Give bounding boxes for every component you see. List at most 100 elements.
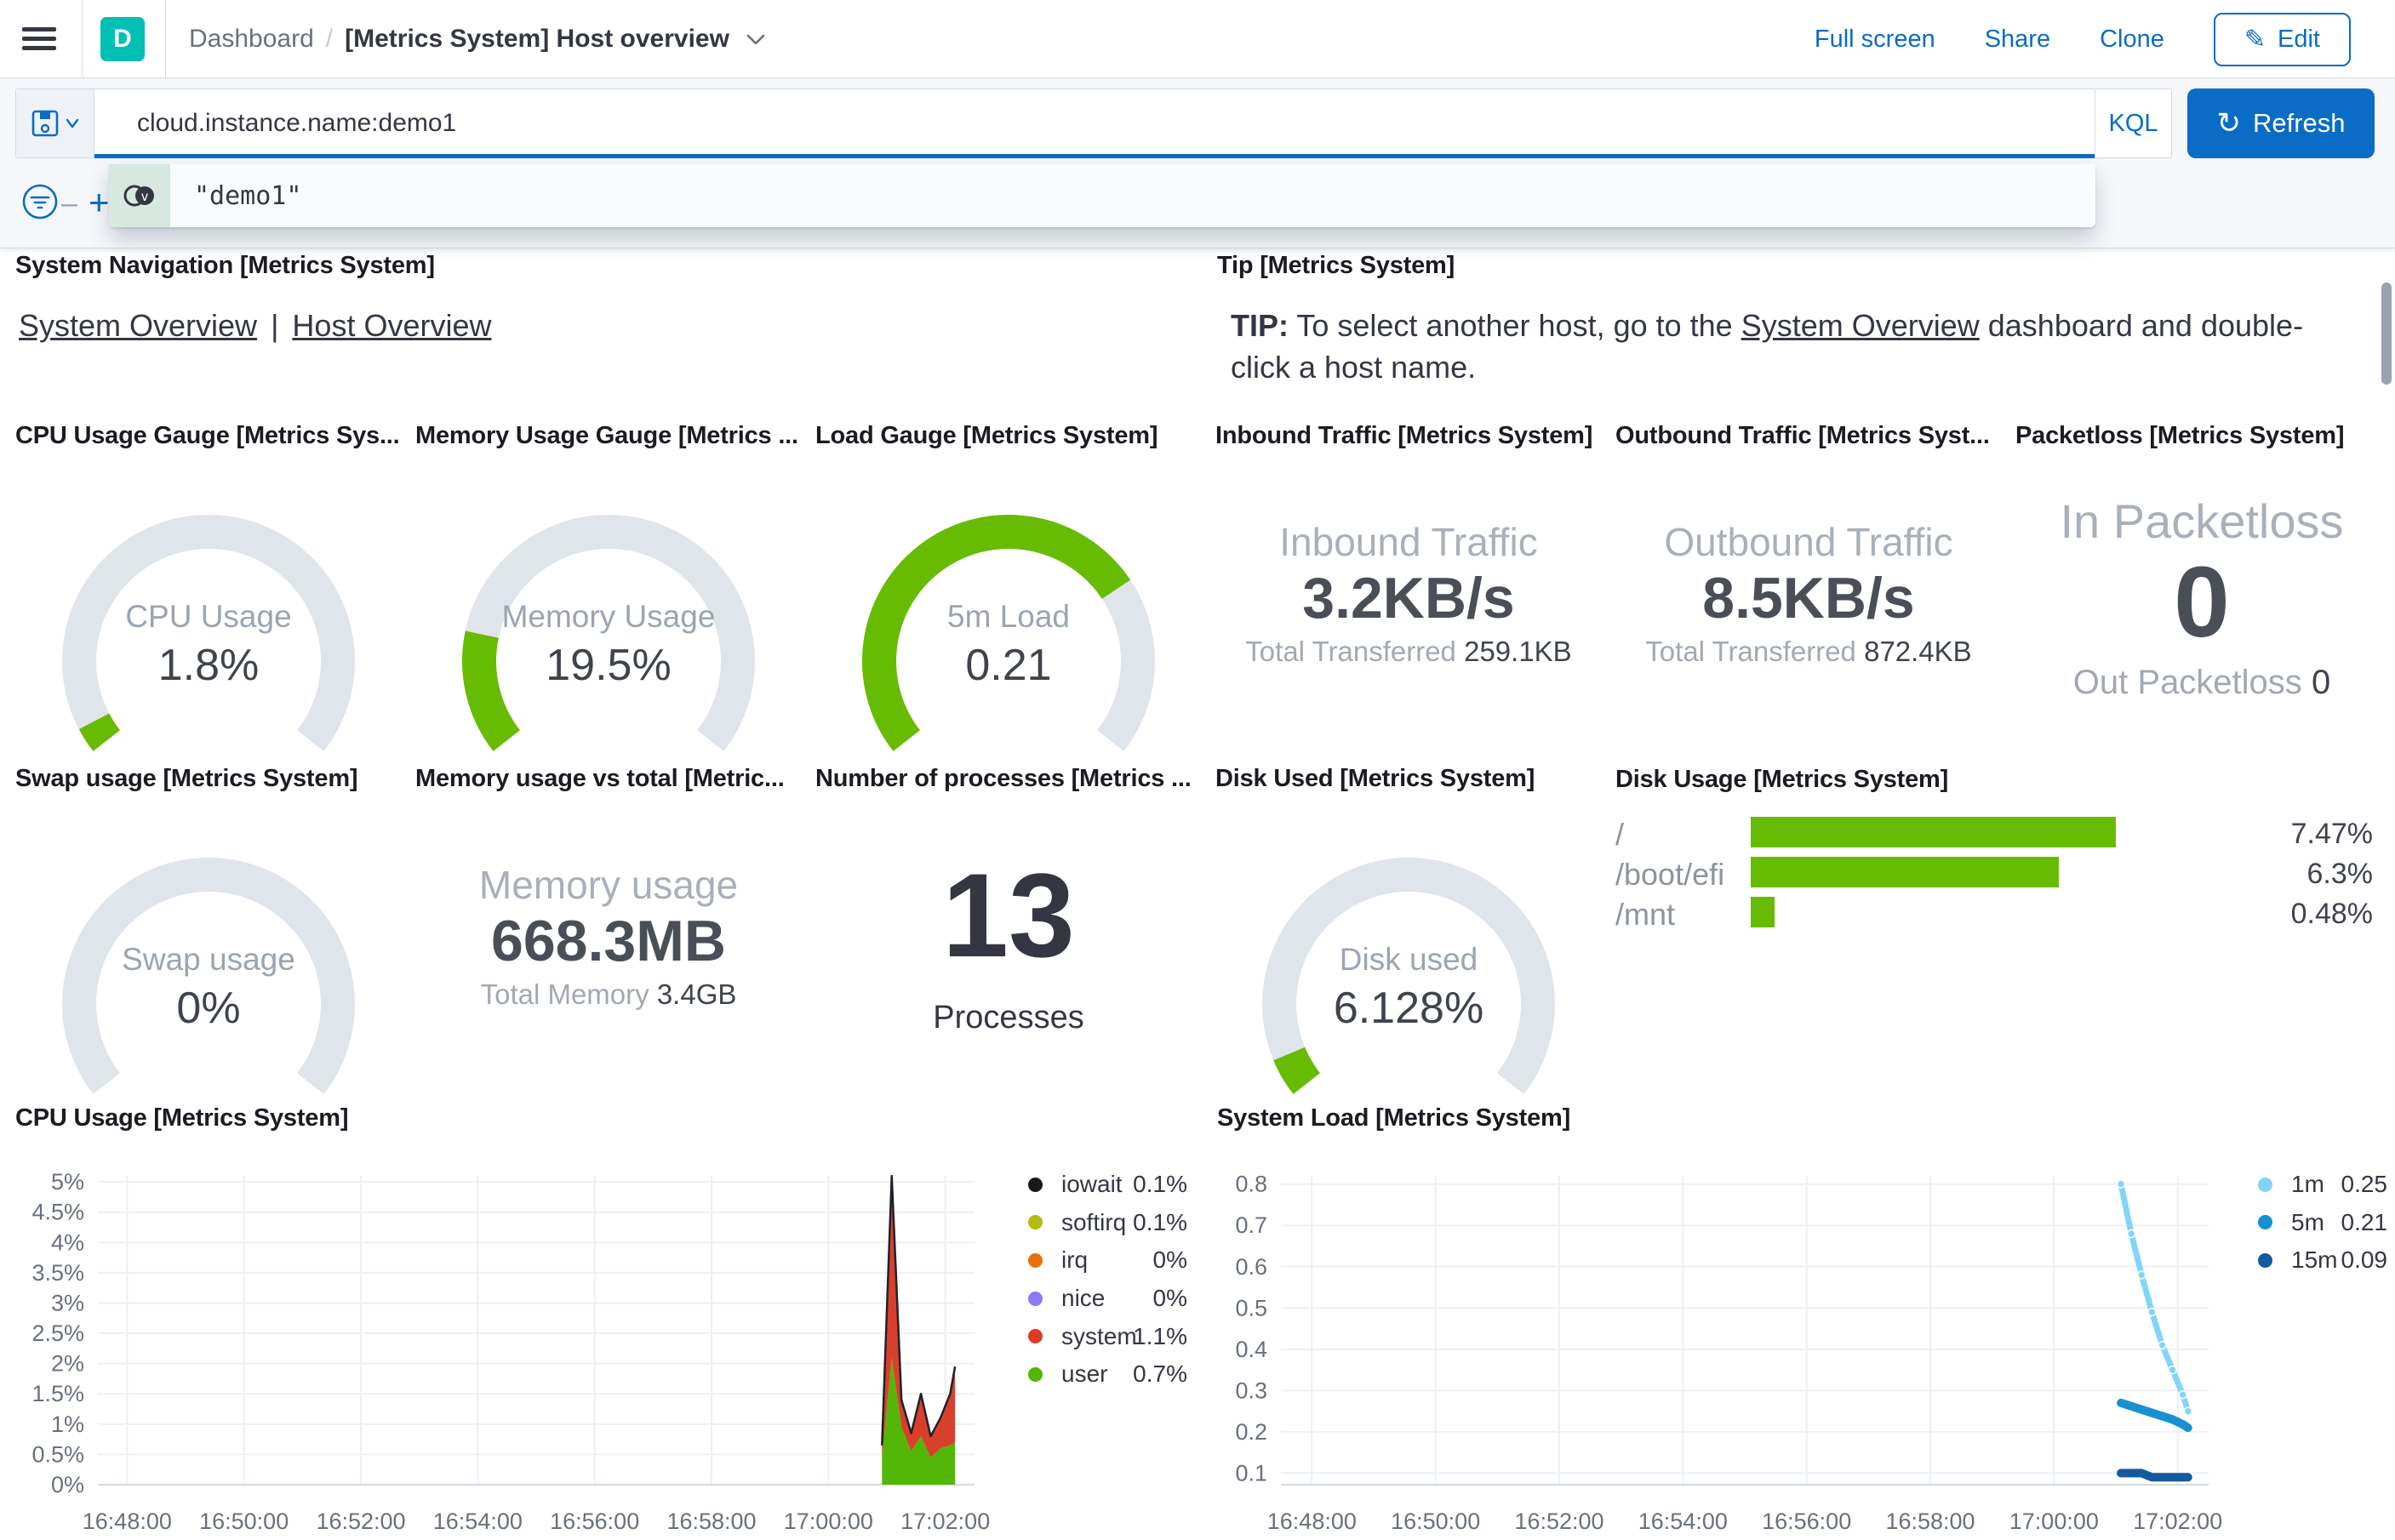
y-tick-label: 3% [51,1290,84,1315]
panel-inbound-traffic: Inbound Traffic [Metrics System] Inbound… [1209,419,1609,742]
disk-mount-label: /boot/efi [1615,857,1725,892]
legend-label: iowait [1061,1171,1123,1198]
gauge-track-arc [62,515,355,751]
gauge-value-arc [78,713,121,751]
x-tick-label: 16:54:00 [1638,1509,1728,1534]
query-focus-underline [94,154,2095,158]
legend-value: 0% [1152,1285,1187,1312]
gauge-value: 6.128% [1333,984,1484,1033]
x-tick-label: 16:58:00 [666,1509,756,1534]
add-filter-button[interactable]: + [89,182,110,222]
legend-dot [1028,1329,1043,1344]
gauge-label: 5m Load [947,599,1070,634]
legend-value: 0.1% [1133,1208,1187,1235]
x-tick-label: 16:54:00 [433,1509,523,1534]
gauge-value-arc [1273,1047,1321,1094]
metric-value: 0 [2174,546,2230,659]
y-tick-label: 0% [51,1472,84,1497]
disk-usage-bar [1751,817,2116,847]
legend-item-nice[interactable]: nice 0% [1021,1280,1187,1318]
legend-value: 1.1% [1133,1322,1187,1349]
x-tick-label: 16:52:00 [316,1509,405,1534]
gauge-value: 0% [176,984,241,1033]
chevron-down-icon [66,118,78,128]
gauge-label: CPU Usage [125,599,292,634]
system-load-chart: 16:48:00 16:50:00 16:52:00 16:54:00 16:56:00… [1235,1172,2222,1534]
legend-item-15m[interactable]: 15m 0.09 [2251,1241,2387,1280]
host-overview-link[interactable]: Host Overview [292,308,492,343]
panel-title-tip: Tip [Metrics System] [1217,252,1455,279]
tip-system-overview-link[interactable]: System Overview [1741,308,1980,343]
y-tick-label: 0.5 [1235,1295,1267,1320]
legend-item-irq[interactable]: irq 0% [1021,1241,1187,1280]
disk-usage-value: 7.47% [2290,818,2373,850]
scrollbar-thumb[interactable] [2381,282,2392,385]
query-suggestion-item[interactable]: v "demo1" [109,164,2095,227]
panel-cpu-usage-gauge: CPU Usage Gauge [Metrics Sys... CPU Usag… [9,419,409,767]
full-screen-button[interactable]: Full screen [1814,25,1935,53]
legend-item-softirq[interactable]: softirq 0.1% [1021,1204,1187,1242]
stack-total-outline [881,1174,957,1446]
share-button[interactable]: Share [1984,25,2051,53]
saved-query-menu-button[interactable] [16,89,94,157]
metric-value: 8.5KB/s [1702,566,1915,630]
menu-icon[interactable] [22,22,56,56]
x-tick-label: 17:00:00 [2009,1509,2099,1534]
legend-dot [1028,1366,1043,1382]
edit-button[interactable]: ✎ Edit [2213,12,2351,66]
panel-title-disk-usage: Disk Usage [Metrics System] [1615,766,1949,793]
legend-item-1m[interactable]: 1m 0.25 [2251,1166,2387,1204]
metric-sub: Total Memory 3.4GB [480,978,737,1010]
disk-usage-value: 0.48% [2290,898,2373,930]
x-tick-label: 16:56:00 [1762,1509,1851,1534]
gauge-label: Swap usage [122,942,295,977]
link-divider: | [271,308,279,343]
legend-label: 1m [2291,1171,2324,1198]
legend-label: softirq [1061,1208,1127,1235]
kql-language-button[interactable]: KQL [2095,89,2171,157]
disk-mount-label: / [1615,817,1625,852]
panel-title-system-navigation: System Navigation [Metrics System] [15,252,435,279]
panel-disk-used-gauge: Disk Used [Metrics System] Disk used 6.1… [1209,761,1609,1110]
chevron-down-icon[interactable] [745,25,767,54]
y-tick-label: 5% [51,1169,84,1195]
refresh-button[interactable]: ↻ Refresh [2187,88,2375,158]
metric-label: Memory usage [478,863,739,907]
save-icon [31,110,58,137]
legend-item-iowait[interactable]: iowait 0.1% [1021,1166,1187,1204]
breadcrumb-separator: / [325,25,334,53]
gauge-label: Memory Usage [501,599,716,634]
y-tick-label: 0.6 [1235,1254,1267,1280]
panel-title: Outbound Traffic [Metrics Syst... [1615,422,1990,449]
breadcrumb-dashboard[interactable]: Dashboard [189,25,314,53]
line-series-1m [2118,1181,2192,1415]
y-tick-label: 2.5% [31,1320,84,1346]
panel-load-gauge: Load Gauge [Metrics System] 5m Load 0.21 [809,419,1209,767]
panel-title: System Load [Metrics System] [1217,1104,1571,1132]
legend-item-system[interactable]: system 1.1% [1021,1317,1187,1355]
load-chart-legend: 1m 0.25 5m 0.21 15m 0.09 [2251,1166,2387,1280]
legend-dot [2258,1252,2272,1268]
disk-usage-row: /boot/efi 6.3% [1609,855,2395,895]
legend-item-user[interactable]: user 0.7% [1021,1355,1187,1394]
header-actions: Full screen Share Clone ✎ Edit [1815,0,2351,78]
disk-usage-value: 6.3% [2306,858,2374,890]
legend-dot [1028,1252,1043,1268]
deployment-logo[interactable]: D [100,17,145,61]
search-input[interactable] [94,89,2095,157]
clone-button[interactable]: Clone [2100,25,2164,53]
gauge-value-arc [462,630,521,751]
gauge-value: 0.21 [965,641,1052,690]
system-overview-link[interactable]: System Overview [19,308,258,343]
x-tick-label: 16:50:00 [199,1509,289,1534]
y-tick-label: 4% [51,1229,84,1255]
legend-item-5m[interactable]: 5m 0.21 [2251,1204,2387,1242]
filter-options-icon[interactable] [20,182,60,221]
panel-title: Packetloss [Metrics System] [2015,422,2345,449]
legend-dot [2258,1215,2272,1230]
page-title[interactable]: [Metrics System] Host overview [345,25,729,53]
panel-title: CPU Usage [Metrics System] [15,1104,349,1132]
processes-label: Processes [933,1000,1084,1035]
tip-text: TIP: To select another host, go to the S… [1231,308,2304,385]
line-series-15m [2117,1469,2192,1482]
